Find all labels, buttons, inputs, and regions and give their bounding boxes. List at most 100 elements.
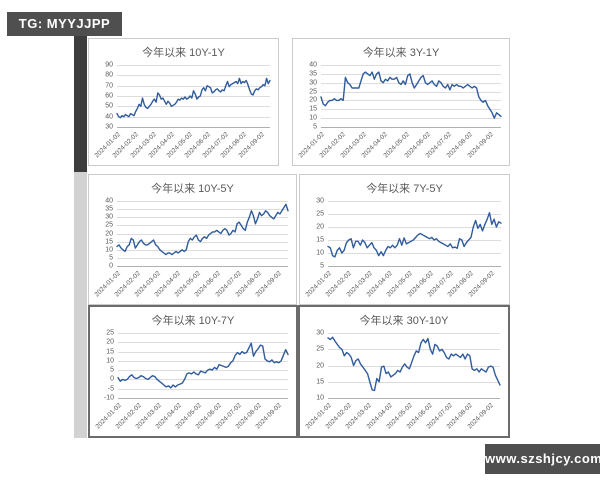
gridline [117,233,288,235]
y-axis-tick-label: 20 [316,362,324,369]
y-axis-tick-label: -10 [103,394,114,402]
gridline [117,257,288,259]
series-polyline [116,77,271,119]
series-polyline [327,211,502,258]
y-axis-tick-label: 30 [309,79,317,87]
series-polyline [117,342,289,389]
chart-title: 今年以来 7Y-5Y [366,183,443,195]
y-axis-tick-label: 30 [105,213,113,221]
y-axis-tick-label: 5 [320,262,324,270]
gridline [321,65,501,66]
y-axis-tick-label: 25 [316,345,324,353]
gridline [328,227,501,228]
y-axis-tick-label: 40 [105,113,113,121]
chart-title: 今年以来 10Y-1Y [142,47,225,59]
chart-panel-3y-1y: 今年以来 3Y-1Y 40 35 30 25 20 15 10 5 2024-01-02 2024… [292,38,510,166]
gridline [328,214,501,215]
y-axis-tick-label: 15 [106,348,114,356]
line-series [320,71,502,119]
gridline [118,360,288,362]
gridline [328,349,500,351]
site-watermark-badge: www.szshjcy.com [485,444,600,474]
y-axis-tick-label: 15 [105,238,113,246]
y-axis-tick-label: 35 [105,205,113,213]
chart-panel-10y-7y: 今年以来 10Y-7Y 25 20 15 10 5 0 -5 -10 2024-01-02 202… [88,305,298,438]
y-axis-tick-label: 5 [313,123,317,131]
gridline [328,381,500,383]
y-axis-tick-label: 35 [309,70,317,78]
x-axis-line [117,266,288,267]
chart-panel-10y-1y: 今年以来 10Y-1Y 90 80 70 60 50 40 30 2024-01-02 2024… [88,38,279,166]
x-axis-line [117,127,270,128]
chart-title: 今年以来 10Y-5Y [151,183,234,195]
y-axis-tick-label: 5 [109,254,113,262]
chart-plot-area: 25 20 15 10 5 0 -5 -10 2024-01-02 2024-02-02 2024-… [94,330,289,430]
gridline [117,225,288,227]
y-axis-tick-label: 10 [316,394,324,402]
gridline [117,65,270,66]
gridline [117,209,288,211]
y-axis-tick-label: 50 [105,102,113,110]
x-axis-line [328,266,501,267]
gridline [118,370,288,372]
y-axis-tick-label: 10 [106,357,114,365]
tg-watermark-badge: TG: MYYJJPP [7,12,122,36]
chart-plot-area: 30 25 20 15 10 2024-01-02 2024-02-02 2024-03-02… [304,330,501,430]
gridline [328,201,501,202]
chart-title: 今年以来 30Y-10Y [359,315,449,327]
y-axis-tick-label: 80 [105,71,113,79]
chart-plot-area: 40 35 30 25 20 15 10 5 2024-01-02 2024-02-02 2024-… [297,62,502,159]
y-axis-tick-label: 60 [105,92,113,100]
gridline [321,91,501,93]
y-axis-tick-label: 15 [316,236,324,244]
line-series [327,211,502,258]
y-axis-tick-label: -5 [107,385,114,393]
gridline [117,85,270,87]
line-series [327,336,501,392]
gridline [117,201,288,202]
gridline [117,96,270,97]
series-polyline [327,336,501,392]
y-axis-tick-label: 25 [105,221,113,229]
chart-panel-30y-10y: 今年以来 30Y-10Y 30 25 20 15 10 2024-01-02 2024-02… [298,305,510,438]
series-polyline [320,71,502,119]
y-axis-tick-label: 25 [309,88,317,96]
y-axis-tick-label: 20 [105,230,113,237]
y-axis-tick-label: 10 [316,249,324,257]
gridline [328,240,501,241]
gridline [118,342,288,344]
line-series [117,342,289,389]
gridline [118,333,288,334]
vertical-scrollbar[interactable] [74,33,87,438]
y-axis-tick-label: 20 [106,338,114,346]
chart-panel-10y-5y: 今年以来 10Y-5Y 40 35 30 25 20 15 10 5 0 2024-01-02 20… [88,174,297,305]
x-axis-line [328,398,500,399]
y-axis-tick-label: 20 [309,96,317,104]
y-axis-tick-label: 40 [105,197,113,205]
y-axis-tick-label: 0 [110,375,114,383]
chart-title: 今年以来 10Y-7Y [151,315,235,327]
gridline [118,351,288,353]
y-axis-tick-label: 70 [105,82,113,90]
y-axis-tick-label: 40 [309,61,317,69]
y-axis-tick-label: 25 [106,329,114,337]
y-axis-tick-label: 15 [309,105,317,113]
scrollbar-thumb[interactable] [74,33,87,172]
chart-plot-area: 40 35 30 25 20 15 10 5 0 2024-01-02 2024-02-02 2024… [93,198,289,298]
y-axis-tick-label: 30 [316,197,324,205]
x-axis-line [321,127,501,128]
gridline [328,365,500,367]
gridline [117,217,288,219]
y-axis-tick-label: 15 [316,378,324,386]
chart-panel-7y-5y: 今年以来 7Y-5Y 30 25 20 15 10 5 2024-01-02 2024-02-… [299,174,510,305]
x-axis-line [118,398,288,399]
y-axis-tick-label: 10 [105,246,113,254]
gridline [118,388,288,390]
gridline [328,333,500,334]
gridline [117,241,288,243]
gridline [117,75,270,77]
gridline [117,116,270,118]
gridline [117,249,288,251]
line-series [116,77,271,119]
chart-plot-area: 90 80 70 60 50 40 30 2024-01-02 2024-02-02 2024-0… [93,62,271,159]
